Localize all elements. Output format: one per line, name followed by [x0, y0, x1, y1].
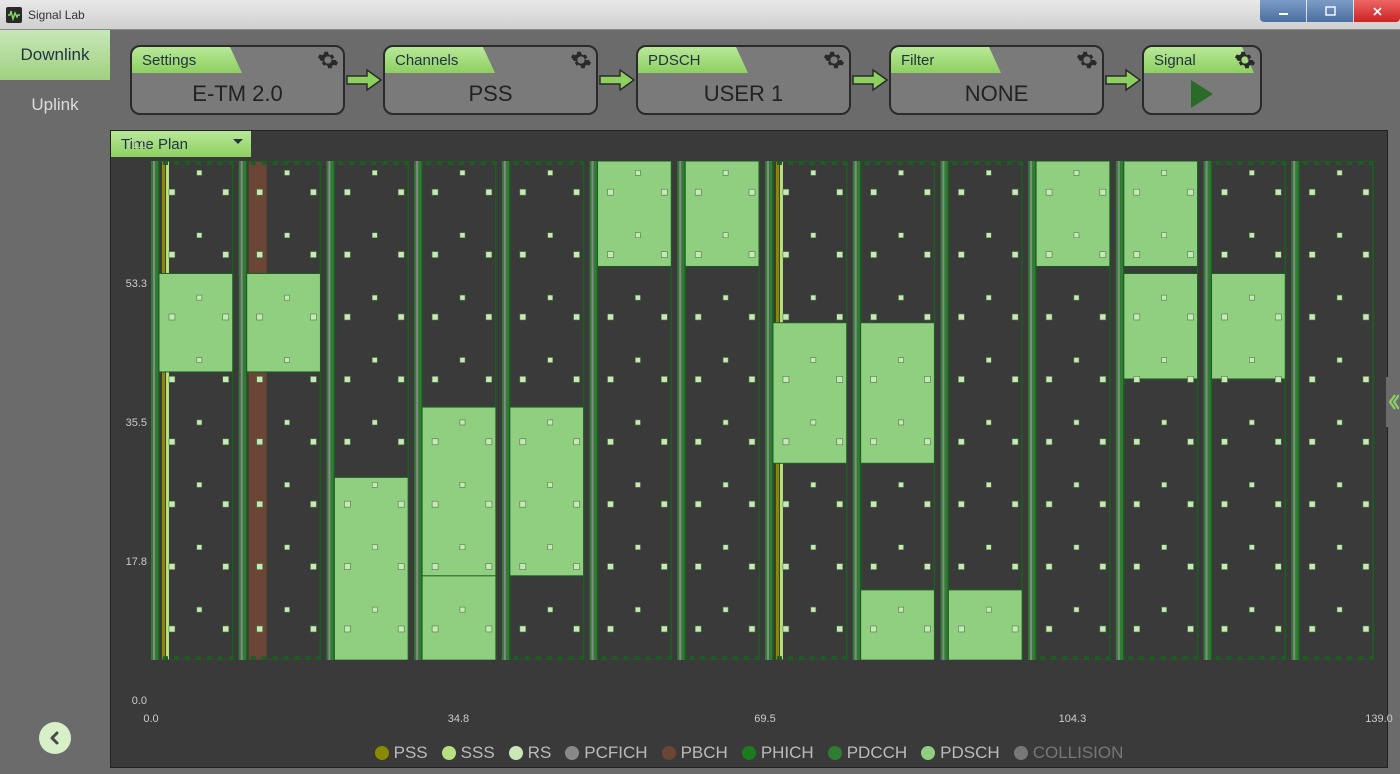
- legend-label: PCFICH: [584, 743, 647, 763]
- flow-tab-label: Channels: [385, 47, 495, 73]
- sidebar-tab-downlink[interactable]: Downlink: [0, 30, 110, 80]
- flow-value: E-TM 2.0: [132, 75, 343, 113]
- window-title: Signal Lab: [28, 8, 85, 22]
- gear-icon[interactable]: [823, 49, 845, 71]
- flow-node-settings[interactable]: SettingsE-TM 2.0: [130, 45, 345, 115]
- legend-dot-icon: [1014, 746, 1028, 760]
- app-window: Signal Lab DownlinkUplink SettingsE-TM 2…: [0, 0, 1400, 774]
- legend-label: PBCH: [681, 743, 728, 763]
- legend-dot-icon: [509, 746, 523, 760]
- back-button[interactable]: [0, 722, 110, 754]
- resource-grid[interactable]: [151, 161, 1379, 660]
- legend-item-pdcch[interactable]: PDCCH: [828, 743, 907, 763]
- legend-label: PHICH: [761, 743, 814, 763]
- flow-arrow-icon: [851, 65, 889, 95]
- legend-item-pdsch[interactable]: PDSCH: [921, 743, 1000, 763]
- x-axis: 0.034.869.5104.3139.0: [151, 713, 1379, 731]
- legend-label: PDSCH: [940, 743, 1000, 763]
- y-tick-label: 35.5: [126, 417, 147, 429]
- legend-dot-icon: [662, 746, 676, 760]
- gear-icon[interactable]: [1076, 49, 1098, 71]
- y-tick-label: 53.3: [126, 278, 147, 290]
- collapse-panel-button[interactable]: [1386, 377, 1400, 427]
- legend-label: PDCCH: [847, 743, 907, 763]
- x-tick-label: 69.5: [754, 713, 775, 725]
- legend-label: PSS: [394, 743, 428, 763]
- x-tick-label: 104.3: [1059, 713, 1087, 725]
- legend-item-sss[interactable]: SSS: [442, 743, 495, 763]
- legend-dot-icon: [442, 746, 456, 760]
- flow-node-signal[interactable]: Signal: [1142, 45, 1262, 115]
- main-area: SettingsE-TM 2.0ChannelsPSSPDSCHUSER 1Fi…: [110, 30, 1400, 774]
- x-tick-label: 0.0: [143, 713, 158, 725]
- y-tick-label: 0.0: [132, 695, 147, 707]
- flow-tab-label: Settings: [132, 47, 242, 73]
- play-icon[interactable]: [1191, 80, 1213, 108]
- legend-label: COLLISION: [1033, 743, 1124, 763]
- flow-tab-label: Filter: [891, 47, 1001, 73]
- y-tick-label: 17.8: [126, 556, 147, 568]
- flow-arrow-icon: [345, 65, 383, 95]
- flow-node-channels[interactable]: ChannelsPSS: [383, 45, 598, 115]
- legend-dot-icon: [921, 746, 935, 760]
- sidebar-tab-uplink[interactable]: Uplink: [0, 80, 110, 130]
- legend-item-rs[interactable]: RS: [509, 743, 552, 763]
- app-icon: [6, 7, 22, 23]
- x-tick-label: 139.0: [1365, 713, 1393, 725]
- flow-value: PSS: [385, 75, 596, 113]
- legend-dot-icon: [565, 746, 579, 760]
- legend-dot-icon: [742, 746, 756, 760]
- window-controls: [1260, 0, 1400, 22]
- legend-item-phich[interactable]: PHICH: [742, 743, 814, 763]
- y-tick-label: 71.0: [126, 139, 147, 151]
- legend-dot-icon: [375, 746, 389, 760]
- y-axis: 0.017.835.553.371.0: [111, 157, 151, 713]
- legend-label: RS: [528, 743, 552, 763]
- flow-row: SettingsE-TM 2.0 ChannelsPSS PDSCHUSER 1 Fi…: [110, 30, 1400, 130]
- gear-icon[interactable]: [570, 49, 592, 71]
- legend-label: SSS: [461, 743, 495, 763]
- legend-item-collision[interactable]: COLLISION: [1014, 743, 1124, 763]
- view-area: Time Plan 0.017.835.553.371.0 0.034.869.…: [110, 130, 1388, 768]
- flow-tab-label: PDSCH: [638, 47, 748, 73]
- legend-item-pss[interactable]: PSS: [375, 743, 428, 763]
- flow-value: USER 1: [638, 75, 849, 113]
- titlebar[interactable]: Signal Lab: [0, 0, 1400, 30]
- minimize-button[interactable]: [1260, 0, 1306, 22]
- legend-item-pcfich[interactable]: PCFICH: [565, 743, 647, 763]
- flow-arrow-icon: [1104, 65, 1142, 95]
- flow-value: NONE: [891, 75, 1102, 113]
- legend: PSS SSS RS PCFICH PBCH PHICH PDCCH PDSCH COLLISI…: [111, 739, 1387, 767]
- legend-dot-icon: [828, 746, 842, 760]
- gear-icon[interactable]: [1234, 49, 1256, 71]
- app-body: DownlinkUplink SettingsE-TM 2.0ChannelsP…: [0, 30, 1400, 774]
- flow-node-pdsch[interactable]: PDSCHUSER 1: [636, 45, 851, 115]
- maximize-button[interactable]: [1307, 0, 1353, 22]
- flow-node-filter[interactable]: FilterNONE: [889, 45, 1104, 115]
- x-tick-label: 34.8: [448, 713, 469, 725]
- flow-value: [1144, 75, 1260, 113]
- close-button[interactable]: [1354, 0, 1400, 22]
- sidebar: DownlinkUplink: [0, 30, 110, 774]
- gear-icon[interactable]: [317, 49, 339, 71]
- flow-arrow-icon: [598, 65, 636, 95]
- time-plan-chart[interactable]: 0.017.835.553.371.0 0.034.869.5104.3139.…: [111, 157, 1387, 739]
- legend-item-pbch[interactable]: PBCH: [662, 743, 728, 763]
